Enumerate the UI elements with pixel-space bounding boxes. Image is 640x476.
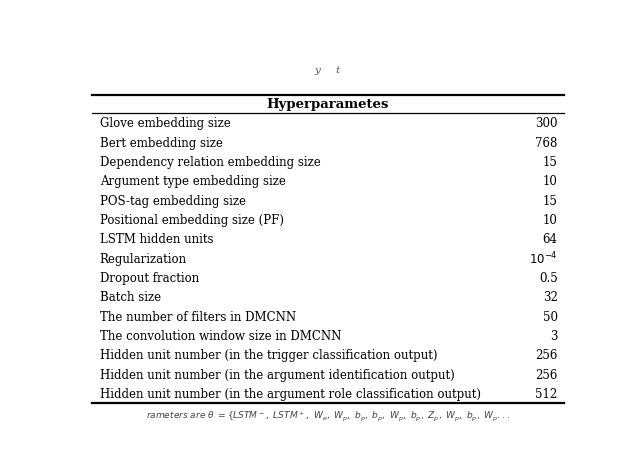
Text: Batch size: Batch size xyxy=(100,291,161,304)
Text: 50: 50 xyxy=(543,310,557,323)
Text: Glove embedding size: Glove embedding size xyxy=(100,117,230,130)
Text: $\mathit{rameters\ are\ \theta\ =\{LSTM^-,\ LSTM^+,\ W_e,\ W_p,\ b_p,\ b_p,\ W_p: $\mathit{rameters\ are\ \theta\ =\{LSTM^… xyxy=(146,409,510,423)
Text: Dropout fraction: Dropout fraction xyxy=(100,271,199,285)
Text: LSTM hidden units: LSTM hidden units xyxy=(100,233,213,246)
Text: 64: 64 xyxy=(543,233,557,246)
Text: 32: 32 xyxy=(543,291,557,304)
Text: 10: 10 xyxy=(543,214,557,227)
Text: Argument type embedding size: Argument type embedding size xyxy=(100,175,285,188)
Text: 256: 256 xyxy=(535,349,557,362)
Text: The convolution window size in DMCNN: The convolution window size in DMCNN xyxy=(100,329,341,342)
Text: POS-tag embedding size: POS-tag embedding size xyxy=(100,194,246,207)
Text: Dependency relation embedding size: Dependency relation embedding size xyxy=(100,156,321,169)
Text: The number of filters in DMCNN: The number of filters in DMCNN xyxy=(100,310,296,323)
Text: 10: 10 xyxy=(543,175,557,188)
Text: 0.5: 0.5 xyxy=(539,271,557,285)
Text: 768: 768 xyxy=(535,137,557,149)
Text: Positional embedding size (PF): Positional embedding size (PF) xyxy=(100,214,284,227)
Text: Regularization: Regularization xyxy=(100,252,187,265)
Text: y     t: y t xyxy=(315,66,341,74)
Text: 512: 512 xyxy=(536,387,557,400)
Text: Hidden unit number (in the argument role classification output): Hidden unit number (in the argument role… xyxy=(100,387,481,400)
Text: Hidden unit number (in the argument identification output): Hidden unit number (in the argument iden… xyxy=(100,368,454,381)
Text: 15: 15 xyxy=(543,156,557,169)
Text: 15: 15 xyxy=(543,194,557,207)
Text: 300: 300 xyxy=(535,117,557,130)
Text: Bert embedding size: Bert embedding size xyxy=(100,137,223,149)
Text: Hidden unit number (in the trigger classification output): Hidden unit number (in the trigger class… xyxy=(100,349,437,362)
Text: 256: 256 xyxy=(535,368,557,381)
Text: 3: 3 xyxy=(550,329,557,342)
Text: Hyperparametes: Hyperparametes xyxy=(267,98,389,111)
Text: $10^{-4}$: $10^{-4}$ xyxy=(529,250,557,267)
